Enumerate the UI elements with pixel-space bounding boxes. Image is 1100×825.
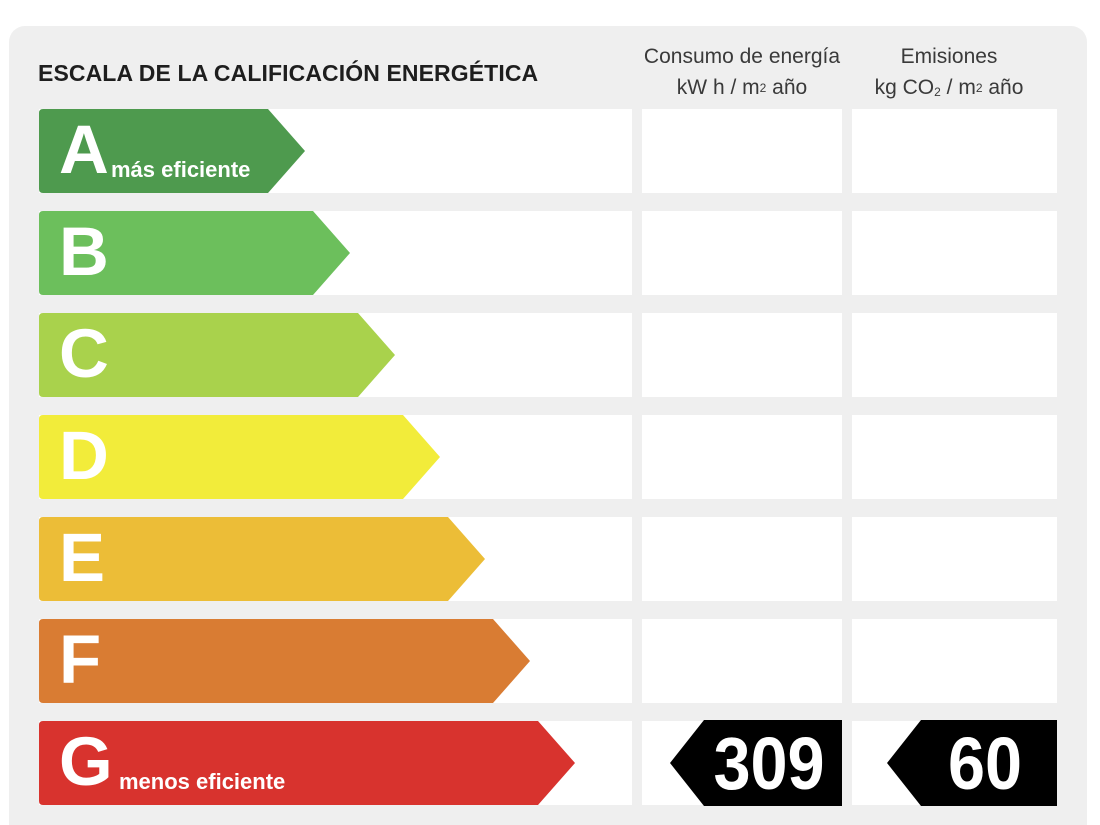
consumo-cell-b xyxy=(642,211,842,295)
rating-letter: A xyxy=(59,111,109,188)
label-title: ESCALA DE LA CALIFICACIÓN ENERGÉTICA xyxy=(38,60,539,86)
consumo-cell-f xyxy=(642,619,842,703)
rating-letter: B xyxy=(59,213,109,290)
rating-arrow-c: C xyxy=(39,313,396,397)
emisiones-header-title: Emisiones xyxy=(900,45,998,68)
emisiones-cell-f xyxy=(852,619,1057,703)
rating-sublabel: menos eficiente xyxy=(119,769,286,794)
consumo-cell-c xyxy=(642,313,842,397)
rating-arrow-b: B xyxy=(39,211,351,295)
emisiones-cell-d xyxy=(852,415,1057,499)
emisiones-cell-a xyxy=(852,109,1057,193)
emisiones-rating-badge: 60 xyxy=(887,720,1057,806)
consumo-header-unit: kW h / m2 año xyxy=(676,76,808,99)
consumo-cell-d xyxy=(642,415,842,499)
rating-arrow-e: E xyxy=(39,517,486,601)
consumo-header-title: Consumo de energía xyxy=(643,45,841,68)
rating-arrow-f: F xyxy=(39,619,531,703)
consumo-rating-value: 309 xyxy=(713,722,825,805)
rating-letter: E xyxy=(59,519,106,596)
consumo-column-header: Consumo de energía kW h / m2 año xyxy=(637,41,847,106)
emisiones-cell-e xyxy=(852,517,1057,601)
consumo-cell-a xyxy=(642,109,842,193)
emisiones-cell-b xyxy=(852,211,1057,295)
rating-arrow-d: D xyxy=(39,415,441,499)
emisiones-column-header: Emisiones kg CO2 / m2 año xyxy=(851,41,1047,106)
rating-letter: F xyxy=(59,621,102,698)
emisiones-cell-c xyxy=(852,313,1057,397)
consumo-cell-e xyxy=(642,517,842,601)
consumo-rating-badge: 309 xyxy=(670,720,842,806)
emisiones-header-unit: kg CO2 / m2 año xyxy=(874,76,1024,99)
emisiones-rating-value: 60 xyxy=(947,722,1023,805)
rating-sublabel: más eficiente xyxy=(111,157,251,182)
rating-letter: G xyxy=(59,723,113,800)
rating-letter: C xyxy=(59,315,109,392)
rating-letter: D xyxy=(59,417,109,494)
